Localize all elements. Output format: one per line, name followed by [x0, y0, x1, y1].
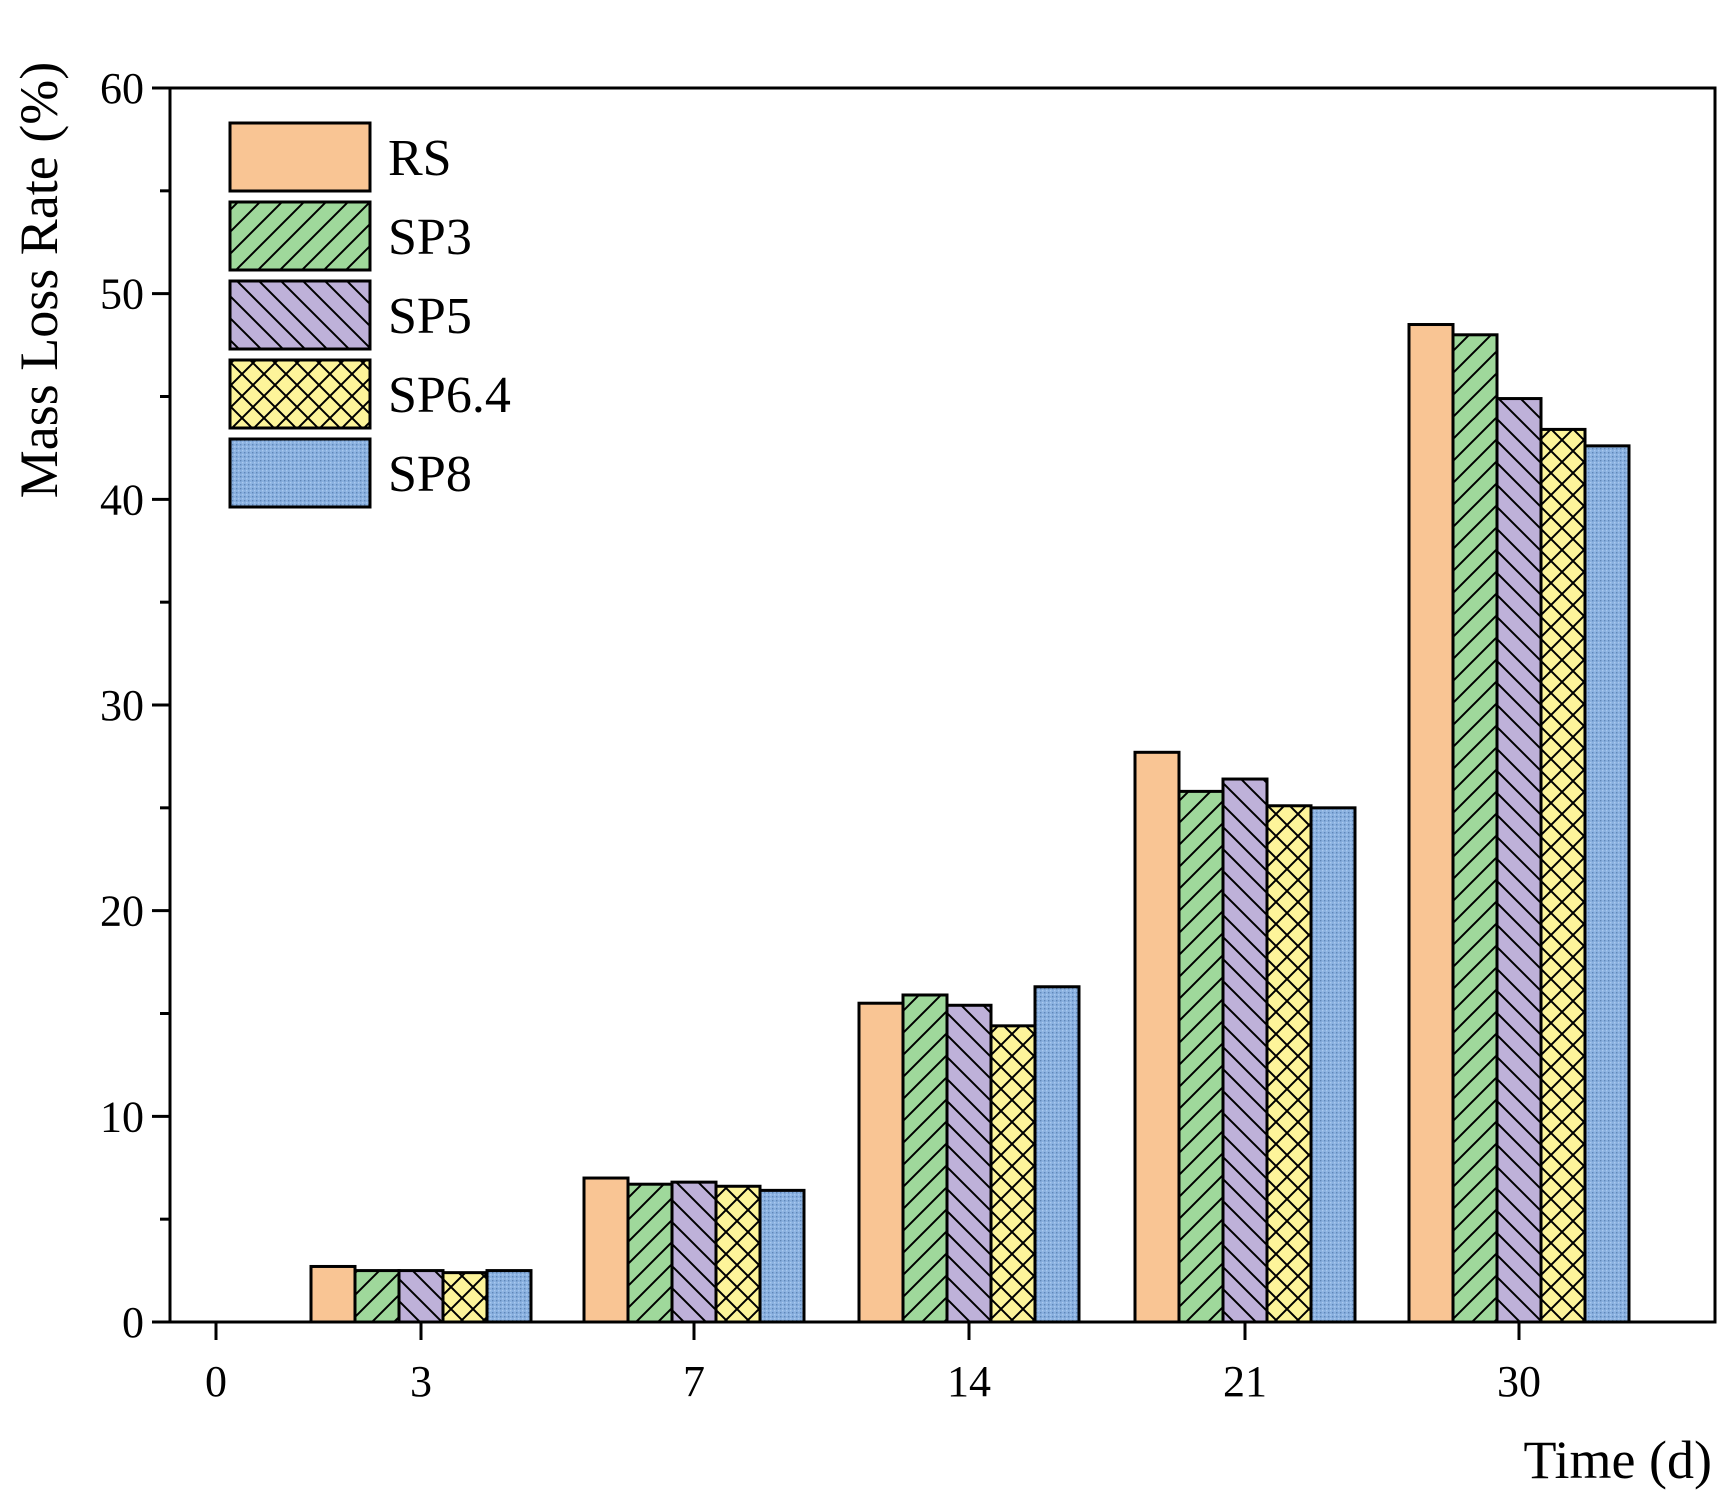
bar-rs-day-30 — [1407, 323, 1455, 1324]
y-tick-label: 20 — [100, 887, 144, 936]
bar-sp8-day-3 — [485, 1269, 533, 1324]
bar-sp6-4-day-30 — [1539, 427, 1587, 1324]
bar-sp5-day-30 — [1495, 397, 1543, 1324]
bar-sp5-day-14 — [945, 1003, 993, 1324]
bars-layer — [309, 323, 1631, 1324]
y-tick-label: 0 — [122, 1298, 144, 1347]
bar-sp5-day-21 — [1221, 777, 1269, 1324]
bar-sp6-4-day-7 — [714, 1184, 762, 1324]
legend-label: SP5 — [388, 288, 472, 345]
legend-item-sp3: SP3 — [228, 200, 472, 272]
legend-item-rs: RS — [228, 121, 452, 193]
y-tick-label: 10 — [100, 1092, 144, 1141]
bar-sp3-day-7 — [626, 1182, 674, 1324]
y-tick-label: 40 — [100, 475, 144, 524]
legend-item-sp8: SP8 — [228, 437, 472, 509]
y-axis-title: Mass Loss Rate (%) — [9, 62, 69, 498]
y-tick-label: 50 — [100, 270, 144, 319]
bar-sp8-day-21 — [1309, 806, 1357, 1324]
bar-sp5-day-7 — [670, 1180, 718, 1324]
x-tick-label: 7 — [683, 1357, 705, 1406]
labels-layer: 0 10 20 30 40 50 60 0 3 7 14 21 30 — [100, 64, 1541, 1406]
x-tick-label: 3 — [410, 1357, 432, 1406]
legend-label: RS — [388, 130, 452, 187]
legend-label: SP8 — [388, 446, 472, 503]
bar-sp8-day-30 — [1583, 444, 1631, 1324]
bar-sp3-day-3 — [353, 1269, 401, 1324]
x-tick-label: 0 — [205, 1357, 227, 1406]
bar-sp6-4-day-3 — [441, 1271, 489, 1324]
legend: RS SP3 SP5 SP6.4 SP8 — [228, 121, 511, 509]
legend-label: SP6.4 — [388, 367, 511, 424]
legend-swatch — [228, 358, 372, 430]
x-tick-label: 14 — [947, 1357, 991, 1406]
legend-item-sp6-4: SP6.4 — [228, 358, 511, 430]
x-tick-label: 30 — [1497, 1357, 1541, 1406]
x-tick-label: 21 — [1223, 1357, 1267, 1406]
bar-sp3-day-30 — [1451, 333, 1499, 1324]
bar-sp3-day-14 — [901, 993, 949, 1324]
legend-swatch — [228, 200, 372, 272]
legend-swatch — [228, 279, 372, 351]
bar-sp8-day-7 — [758, 1188, 806, 1324]
bar-sp5-day-3 — [397, 1269, 445, 1324]
bar-rs-day-21 — [1133, 750, 1181, 1324]
legend-swatch — [228, 121, 372, 193]
bar-rs-day-3 — [309, 1264, 357, 1324]
axes-layer — [152, 86, 1717, 1340]
legend-label: SP3 — [388, 209, 472, 266]
y-tick-label: 60 — [100, 64, 144, 113]
bar-sp6-4-day-14 — [989, 1024, 1037, 1324]
y-tick-label: 30 — [100, 681, 144, 730]
x-axis-title: Time (d) — [1523, 1430, 1712, 1490]
legend-item-sp5: SP5 — [228, 279, 472, 351]
bar-rs-day-14 — [857, 1001, 905, 1324]
legend-swatch — [228, 437, 372, 509]
bar-sp3-day-21 — [1177, 789, 1225, 1324]
bar-sp6-4-day-21 — [1265, 804, 1313, 1324]
bar-sp8-day-14 — [1033, 985, 1081, 1324]
bar-rs-day-7 — [582, 1176, 630, 1324]
